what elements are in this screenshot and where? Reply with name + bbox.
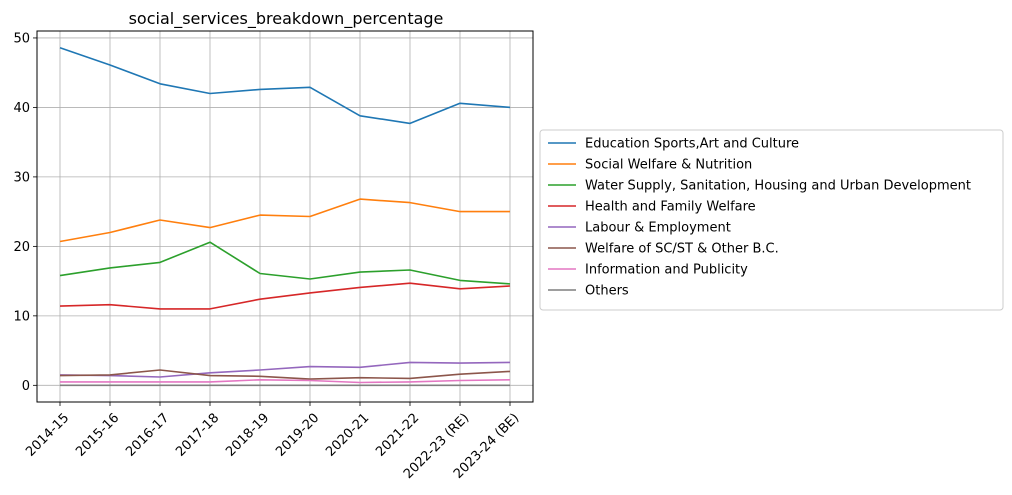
x-axis: 2014-15 2015-16 2016-17 2017-18 2018-19 2019-…: [23, 402, 522, 482]
legend: Education Sports,Art and Culture Social W…: [539, 129, 1004, 311]
series-line: [59, 241, 511, 285]
legend-label: Welfare of SC/ST & Other B.C.: [585, 242, 779, 257]
legend-label: Education Sports,Art and Culture: [585, 137, 799, 152]
legend-label: Labour & Employment: [585, 221, 731, 236]
x-tick-label: 2019-20: [273, 411, 322, 460]
series-line: [59, 282, 511, 310]
y-tick-label: 50: [13, 31, 30, 46]
x-tick-label: 2020-21: [323, 411, 372, 460]
x-tick-label: 2021-22: [373, 411, 422, 460]
x-tick-label: 2017-18: [173, 411, 222, 460]
series-line: [59, 46, 511, 125]
legend-label: Health and Family Welfare: [585, 200, 756, 215]
chart-title: social_services_breakdown_percentage: [129, 9, 444, 29]
series-line: [60, 378, 511, 384]
grid-lines: [37, 31, 533, 402]
series-line: [59, 198, 510, 243]
legend-label: Water Supply, Sanitation, Housing and Ur…: [585, 179, 971, 194]
x-tick-label: 2014-15: [23, 411, 72, 460]
legend-label: Social Welfare & Nutrition: [585, 158, 752, 173]
x-tick-label: 2016-17: [123, 411, 172, 460]
y-tick-label: 20: [13, 240, 30, 255]
y-axis: 0 10 20 30 40 50: [13, 31, 37, 394]
y-tick-label: 30: [13, 170, 30, 185]
x-tick-label: 2015-16: [73, 411, 122, 460]
legend-label: Information and Publicity: [585, 263, 748, 278]
series-line: [59, 361, 511, 378]
y-tick-label: 0: [22, 379, 30, 394]
series-line: [59, 369, 511, 380]
plot-area-frame: [36, 30, 534, 403]
legend-label: Others: [585, 284, 629, 299]
y-tick-label: 40: [13, 101, 30, 116]
y-tick-label: 10: [13, 309, 30, 324]
x-tick-label: 2018-19: [223, 411, 272, 460]
legend-frame: [539, 129, 1004, 311]
series-lines: [59, 46, 511, 387]
